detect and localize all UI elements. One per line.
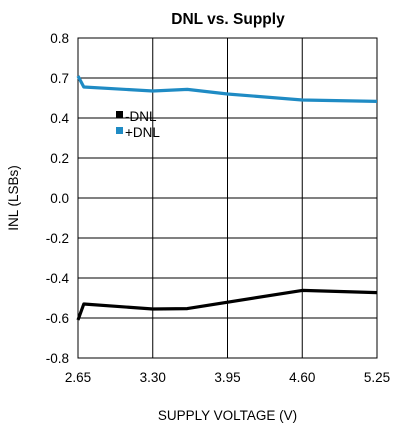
y-tick-label: 0.4: [50, 111, 69, 126]
y-tick-label: -0.2: [46, 231, 69, 246]
x-axis-label: SUPPLY VOLTAGE (V): [158, 408, 297, 423]
series-line-plus-dnl: [76, 75, 378, 103]
series-layer: [76, 75, 378, 321]
x-tick-label: 5.25: [364, 370, 390, 385]
y-tick-label: -0.4: [46, 271, 70, 286]
series-line-minus-dnl: [76, 288, 378, 321]
y-tick-label: -0.8: [46, 351, 69, 366]
plot-frame: [77, 37, 378, 359]
y-tick-label: -0.6: [46, 311, 69, 326]
legend-swatch-plus-dnl: [116, 127, 123, 134]
y-axis-ticks: 0.8 0.7 0.4 0.2 0.0 -0.2 -0.4 -0.6 -0.8: [46, 31, 70, 366]
grid: [78, 38, 377, 358]
legend-label-plus-dnl: +DNL: [125, 125, 160, 140]
legend-swatch-minus-dnl: [116, 111, 123, 118]
legend: -DNL+DNL: [116, 109, 160, 140]
y-tick-label: 0.0: [50, 191, 69, 206]
x-axis-ticks: 2.65 3.30 3.95 4.60 5.25: [65, 370, 390, 385]
x-tick-label: 2.65: [65, 370, 91, 385]
x-tick-label: 3.30: [140, 370, 166, 385]
chart-title: DNL vs. Supply: [171, 11, 285, 28]
y-axis-label: INL (LSBs): [6, 165, 21, 231]
y-tick-label: 0.8: [50, 31, 69, 46]
x-tick-label: 4.60: [289, 370, 315, 385]
legend-label-minus-dnl: -DNL: [125, 109, 157, 124]
x-tick-label: 3.95: [214, 370, 240, 385]
y-tick-label: 0.7: [50, 71, 69, 86]
y-tick-label: 0.2: [50, 151, 69, 166]
